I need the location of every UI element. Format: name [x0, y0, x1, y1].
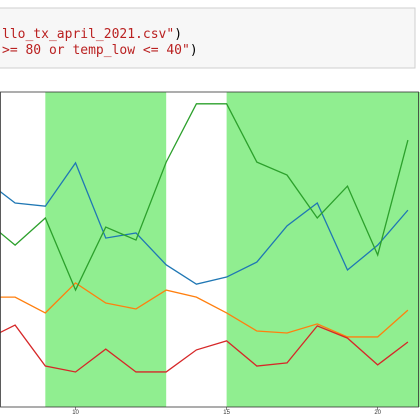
series-line: [0, 324, 409, 373]
series-line: [0, 282, 409, 338]
highlight-span: [226, 92, 420, 407]
code-line: llo_tx_april_2021.csv"): [2, 27, 182, 42]
x-tick-label: 15: [223, 410, 230, 416]
code-punct: ): [174, 27, 182, 42]
x-tick-label: 10: [72, 410, 79, 416]
highlight-span: [45, 92, 167, 407]
series-line: [0, 103, 409, 292]
axes-frame: [0, 91, 419, 408]
code-line: >= 80 or temp_low <= 40"): [2, 43, 198, 58]
x-tick-label: 20: [374, 410, 381, 416]
code-punct: ): [190, 43, 198, 58]
code-string: llo_tx_april_2021.csv": [2, 27, 174, 42]
series-line: [0, 161, 409, 285]
plot-area: [0, 92, 420, 407]
code-cell: [0, 7, 416, 69]
code-string: >= 80 or temp_low <= 40": [2, 43, 190, 58]
